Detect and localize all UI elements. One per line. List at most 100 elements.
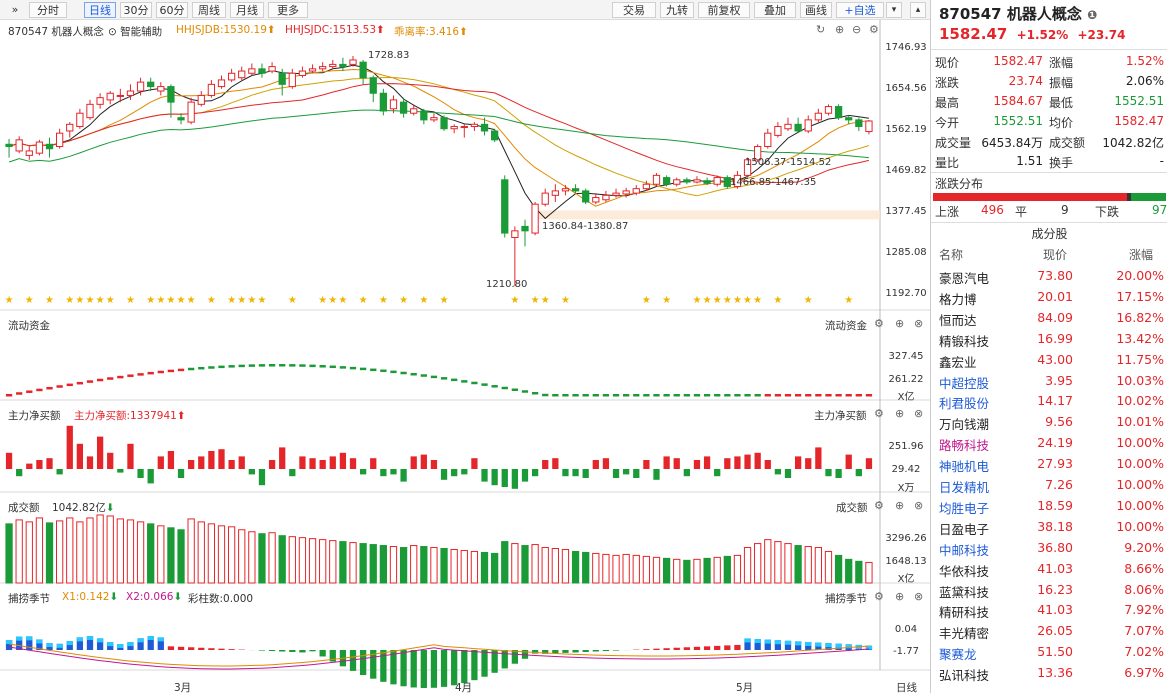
period-tab-week[interactable]: 周线 — [192, 2, 226, 18]
season-bar-top — [785, 641, 791, 645]
header-pct[interactable]: 涨幅 — [1129, 246, 1153, 263]
add-icon[interactable]: ⊕ — [895, 317, 904, 330]
volume-bar — [734, 555, 740, 583]
quote-price-line: 1582.47 +1.52% +23.74 — [939, 25, 1126, 43]
remove-icon[interactable]: ⊖ — [852, 23, 861, 36]
volume-bar — [633, 555, 639, 583]
flow-dash — [269, 364, 275, 367]
refresh-icon[interactable]: ↻ — [816, 23, 825, 36]
unit-label: X万 — [882, 479, 930, 494]
fuquan-button[interactable]: 前复权 — [698, 2, 750, 18]
period-tab-30min[interactable]: 30分 — [120, 2, 152, 18]
header-price[interactable]: 现价 — [1043, 246, 1067, 263]
trade-button[interactable]: 交易 — [612, 2, 656, 18]
volume-bar — [117, 519, 123, 583]
flow-dash — [583, 394, 589, 397]
close-icon[interactable]: ⊗ — [914, 590, 923, 603]
candle-body — [411, 109, 417, 113]
overlay-button[interactable]: 叠加 — [754, 2, 796, 18]
stock-price: 9.56 — [1045, 414, 1073, 429]
star-marker: ★ — [733, 295, 742, 306]
divider — [931, 172, 1167, 173]
netbuy-bar — [653, 469, 659, 480]
stock-name: 日盈电子 — [939, 519, 989, 538]
smart-assist[interactable]: ⊙ 智能辅助 — [108, 24, 162, 39]
draw-line-button[interactable]: 画线 — [800, 2, 832, 18]
dist-bar-up — [933, 193, 1127, 201]
quote-field-value: - — [1160, 154, 1164, 168]
candle-body — [704, 181, 710, 184]
flow-dash — [137, 373, 143, 376]
range-annotation: 1466.85-1467.35 — [730, 177, 816, 188]
smart-assist-label: 智能辅助 — [120, 26, 162, 38]
period-tab-day[interactable]: 日线 — [84, 2, 116, 18]
settings-icon[interactable]: ⚙ — [874, 407, 884, 420]
chevron-up-icon[interactable]: ▴ — [910, 2, 926, 18]
smart-assist-icon: ⊙ — [108, 26, 117, 38]
netbuy-bar — [269, 460, 275, 469]
jiuzhuan-button[interactable]: 九转 — [660, 2, 694, 18]
settings-icon[interactable]: ⚙ — [869, 23, 879, 36]
season-bar — [320, 650, 326, 656]
season-bar — [603, 650, 609, 651]
period-tab-fenshi[interactable]: 分时 — [29, 2, 67, 18]
range-annotation: 1506.37-1514.52 — [745, 157, 831, 168]
period-tab-60min[interactable]: 60分 — [156, 2, 188, 18]
netbuy-bar — [16, 469, 22, 476]
dropdown-icon[interactable]: ▾ — [886, 2, 902, 18]
settings-icon[interactable]: ⚙ — [874, 499, 884, 512]
volume-bar — [46, 523, 52, 583]
settings-icon[interactable]: ⚙ — [874, 590, 884, 603]
add-icon[interactable]: ⊕ — [895, 499, 904, 512]
volume-bar — [724, 556, 730, 583]
netbuy-bar — [492, 469, 498, 485]
volume-bar — [289, 537, 295, 583]
settings-icon[interactable]: ⚙ — [874, 317, 884, 330]
close-icon[interactable]: ⊗ — [914, 499, 923, 512]
add-icon[interactable]: ⊕ — [895, 407, 904, 420]
volume-bar — [269, 533, 275, 583]
quote-field-label: 涨幅 — [1049, 54, 1073, 71]
flow-dash — [552, 394, 558, 397]
expand-icon[interactable]: » — [4, 2, 26, 18]
chart-area[interactable]: ★★★★★★★★★★★★★★★★★★★★★★★★★★★★★★★★★★★★★★★★… — [0, 20, 930, 693]
stock-change-pct: 10.02% — [1116, 393, 1164, 408]
close-icon[interactable]: ⊗ — [914, 407, 923, 420]
period-tab-more[interactable]: 更多 — [268, 2, 308, 18]
last-price: 1582.47 — [939, 25, 1007, 43]
y-tick: 1377.45 — [882, 206, 930, 217]
close-icon[interactable]: ⊗ — [914, 317, 923, 330]
netbuy-bar — [57, 469, 63, 474]
star-marker: ★ — [804, 295, 813, 306]
period-tab-month[interactable]: 月线 — [230, 2, 264, 18]
star-marker: ★ — [531, 295, 540, 306]
header-name[interactable]: 名称 — [939, 246, 963, 263]
add-icon[interactable]: ⊕ — [895, 590, 904, 603]
volume-bar — [653, 557, 659, 583]
add-favorite-button[interactable]: +自选 — [836, 2, 884, 18]
add-icon[interactable]: ⊕ — [835, 23, 844, 36]
info-icon[interactable]: ❶ — [1087, 8, 1097, 22]
flow-dash — [724, 394, 730, 397]
volume-bar — [572, 551, 578, 583]
